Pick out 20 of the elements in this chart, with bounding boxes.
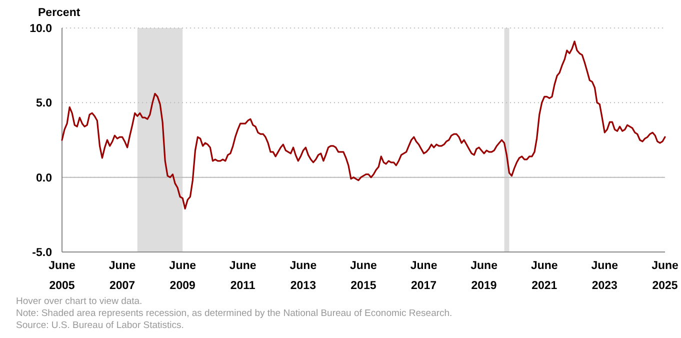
x-tick-label: June 2017 — [410, 260, 438, 292]
x-tick-label: June 2015 — [350, 260, 377, 292]
x-tick-label: June 2019 — [470, 260, 498, 292]
x-tick-label: June 2013 — [290, 260, 317, 292]
text: Note: Shaded area represents recession, as determined by the National Bureau of Economic Research. — [16, 308, 452, 319]
x-tick-label: June 2025 — [652, 260, 678, 292]
y-tick-label: 10.0 — [30, 23, 52, 36]
text: Hover over chart to view data. — [16, 296, 142, 307]
x-tick-label: June 2011 — [229, 260, 256, 292]
line-series — [61, 40, 666, 210]
x-tick-label: June 2021 — [530, 260, 558, 292]
x-tick-label: June 2007 — [108, 260, 136, 292]
y-axis-title: Percent — [38, 7, 80, 19]
x-tick-label: June 2005 — [48, 260, 76, 292]
x-tick-label: June 2009 — [169, 260, 196, 292]
x-tick-label: June 2023 — [591, 260, 618, 292]
y-tick-label: -5.0 — [32, 247, 52, 260]
source-note: Source: U.S. Bureau of Labor Statistics. — [16, 320, 184, 331]
y-tick-label: 5.0 — [36, 98, 52, 110]
y-tick-label: 0.0 — [36, 172, 52, 184]
